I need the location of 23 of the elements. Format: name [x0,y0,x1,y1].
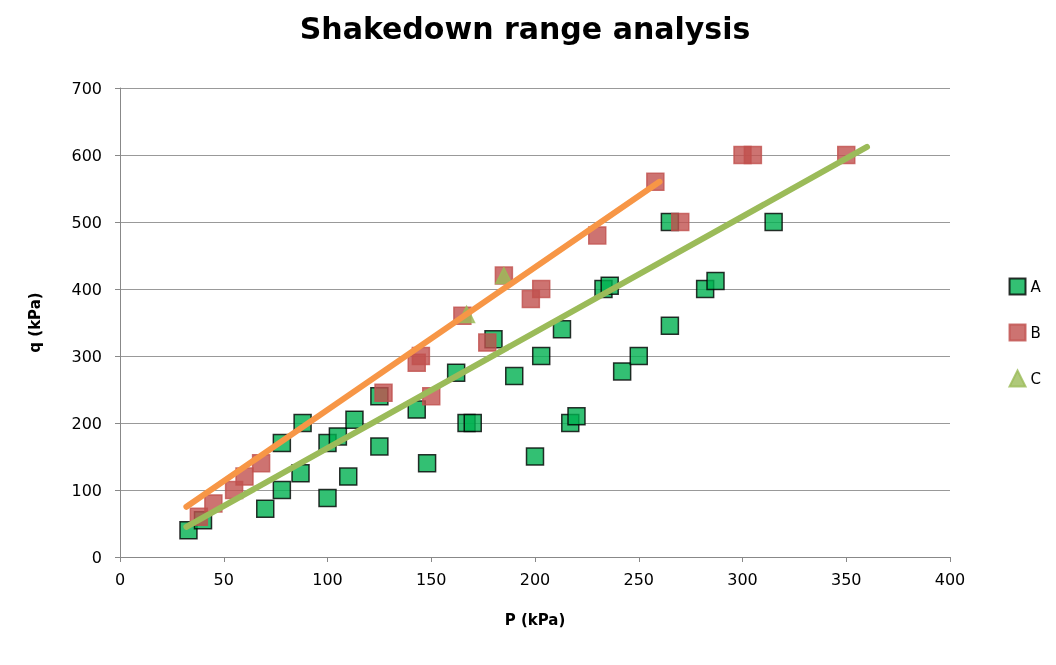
x-tick-label: 400 [934,569,966,589]
x-axis-title: P (kPa) [504,610,566,629]
x-tick-label: 200 [519,569,551,589]
y-tick-label: 100 [71,480,102,500]
x-tick-label: 250 [623,569,655,589]
y-tick-label: 400 [71,279,102,299]
y-tick-label: 500 [71,212,102,232]
x-tick-label: 50 [213,569,234,589]
y-tick-label: 700 [71,78,102,98]
x-tick-label: 150 [415,569,447,589]
x-tick-label: 100 [312,569,343,589]
y-tick-label: 200 [71,413,102,433]
y-tick-label: 300 [71,346,102,366]
y-axis-title: q (kPa) [25,292,44,353]
chart-title: Shakedown range analysis [299,10,751,46]
legend-label: C [1030,369,1042,388]
legend-label: A [1030,277,1042,296]
y-tick-label: 0 [91,547,102,567]
y-tick-label: 600 [71,145,102,165]
x-tick-label: 300 [727,569,758,589]
x-tick-label: 0 [114,569,126,589]
x-tick-label: 350 [830,569,862,589]
legend-label: B [1030,323,1041,342]
